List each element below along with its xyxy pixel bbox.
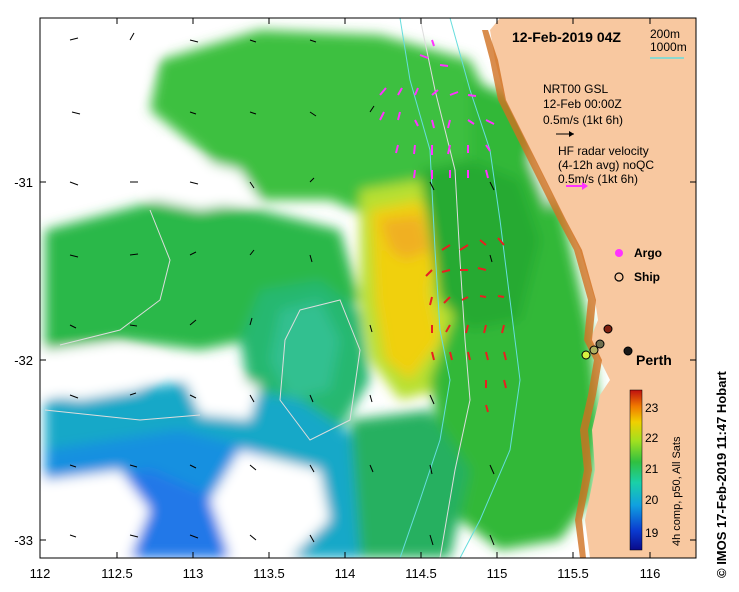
colorbar-tick: 23 (645, 401, 659, 415)
ship-track-markers (581, 324, 633, 360)
plot-frame (39, 17, 697, 559)
x-tick-label: 112 (30, 566, 51, 581)
radar-vectors-north (379, 39, 495, 179)
x-tick-label: 115 (487, 566, 508, 581)
radar-legend-line2: (4-12h avg) noQC (558, 158, 654, 172)
ship-label: Ship (634, 270, 660, 284)
radar-legend-arrowhead (582, 182, 588, 190)
colorbar-tick: 20 (645, 493, 659, 507)
gsl-legend-line3: 0.5m/s (1kt 6h) (543, 113, 623, 127)
isobath-legend-1000m: 1000m (650, 40, 687, 54)
radar-legend: HF radar velocity (4-12h avg) noQC 0.5m/… (558, 144, 654, 190)
radar-legend-line1: HF radar velocity (558, 144, 649, 158)
colorbar-caption: 4h comp, p50, All Sats (671, 436, 683, 546)
gsl-legend-line2: 12-Feb 00:00Z (543, 97, 622, 111)
y-tick-label: -33 (14, 533, 33, 548)
platform-legend: Argo Ship (614, 246, 662, 284)
x-tick-labels: 112 112.5 113 113.5 114 114.5 115 115.5 … (30, 566, 661, 581)
radar-legend-line3: 0.5m/s (1kt 6h) (558, 172, 638, 186)
isobath-legend-200m: 200m (650, 27, 680, 41)
x-tick-label: 113 (183, 566, 204, 581)
radar-vectors-south (425, 237, 507, 413)
credit-text: © IMOS 17-Feb-2019 11:47 Hobart (714, 371, 729, 578)
argo-marker-icon (615, 249, 623, 257)
x-tick-marks (39, 18, 651, 558)
y-tick-label: -31 (14, 175, 33, 190)
argo-label: Argo (634, 246, 662, 260)
colorbar-ramp (629, 389, 643, 551)
x-tick-label: 114.5 (405, 566, 437, 581)
colorbar-tick: 19 (645, 526, 659, 540)
x-tick-label: 116 (640, 566, 661, 581)
ship-marker-icon (614, 272, 624, 282)
gsl-legend-arrowhead (569, 131, 574, 137)
gsl-legend-line1: NRT00 GSL (543, 82, 608, 96)
y-tick-label: -32 (14, 353, 33, 368)
x-tick-label: 115.5 (557, 566, 589, 581)
gsl-vectors (69, 32, 495, 546)
colorbar: 23 22 21 20 19 4h comp, p50, All Sats (629, 389, 683, 551)
y-tick-marks (40, 181, 696, 541)
city-label-perth: Perth (636, 352, 672, 368)
map-title: 12-Feb-2019 04Z (512, 29, 621, 45)
y-tick-labels: -31 -32 -33 (14, 175, 33, 548)
colorbar-tick: 22 (645, 431, 659, 445)
x-tick-label: 112.5 (101, 566, 133, 581)
colorbar-tick: 21 (645, 462, 659, 476)
x-tick-label: 114 (335, 566, 356, 581)
sst-field (40, 18, 696, 558)
x-tick-label: 113.5 (253, 566, 285, 581)
gsl-legend: NRT00 GSL 12-Feb 00:00Z 0.5m/s (1kt 6h) (543, 82, 623, 137)
